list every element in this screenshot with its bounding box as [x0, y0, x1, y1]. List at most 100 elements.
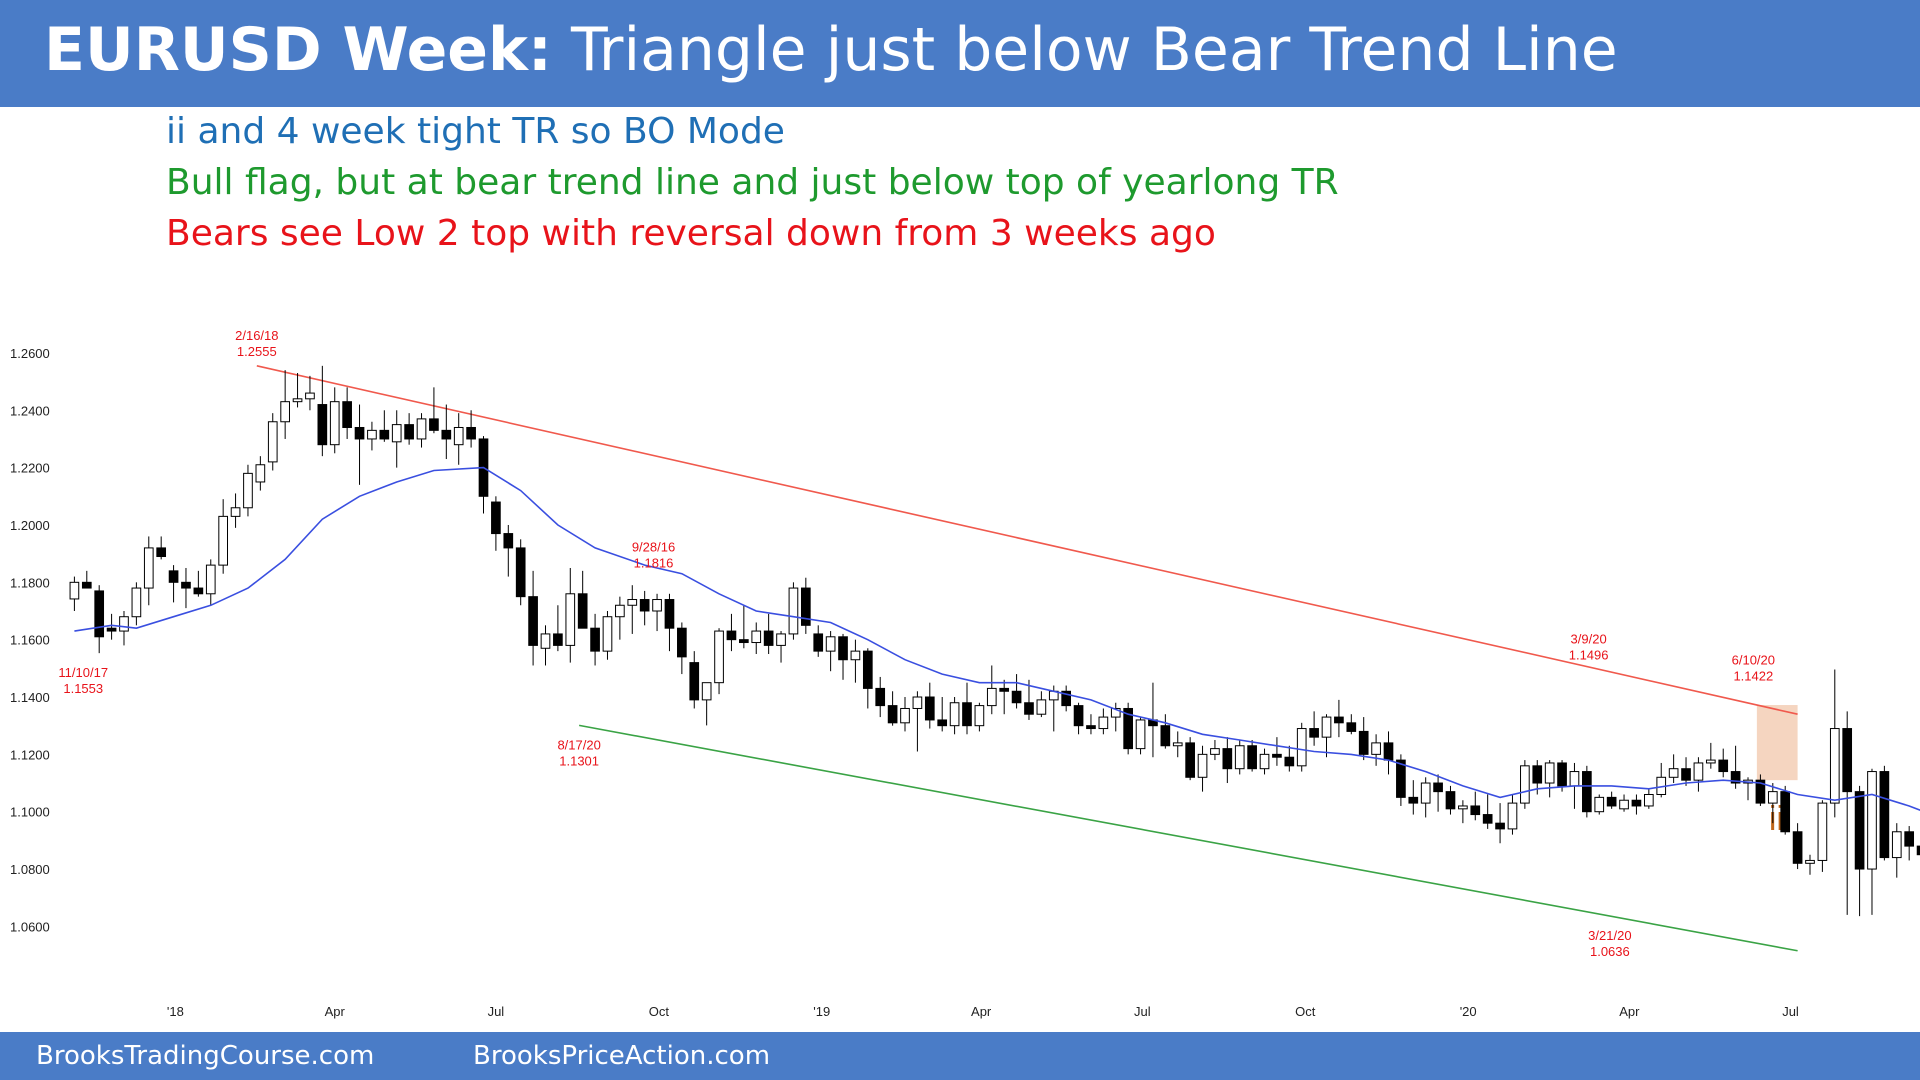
- y-tick-label: 1.1000: [10, 805, 50, 820]
- candle-body: [1867, 771, 1877, 870]
- footer-link-brooks-trading-course[interactable]: BrooksTradingCourse.com: [36, 1041, 375, 1071]
- candle-body: [590, 627, 600, 652]
- x-tick-label: Apr: [325, 1004, 346, 1019]
- candle-body: [1904, 831, 1915, 847]
- candle-body: [1185, 742, 1195, 778]
- candle-body: [577, 593, 588, 629]
- candle-body: [1879, 771, 1890, 859]
- candle-body: [1891, 831, 1902, 859]
- candle-body: [280, 401, 290, 423]
- bull-channel-line: [578, 724, 1798, 952]
- candle-body: [1842, 728, 1853, 793]
- candle-body: [1247, 745, 1257, 770]
- annotation-label: 6/10/20: [1732, 653, 1775, 668]
- candle-body: [1259, 753, 1270, 770]
- ii-highlight-box: [1756, 705, 1798, 781]
- bear-trend-line: [256, 365, 1798, 715]
- candle-body: [677, 627, 687, 658]
- candle-body: [1780, 791, 1791, 833]
- annotation-label: 1.1816: [634, 556, 674, 571]
- candle-body: [1495, 822, 1505, 830]
- candle-body: [949, 702, 960, 727]
- candle-body: [1234, 745, 1245, 770]
- candle-body: [1643, 793, 1654, 807]
- candle-body: [1482, 814, 1493, 824]
- candle-body: [205, 564, 216, 595]
- candle-body: [1582, 771, 1592, 813]
- candle-body: [1557, 762, 1567, 787]
- candle-body: [800, 587, 811, 626]
- candle-body: [1408, 796, 1419, 804]
- candle-body: [1197, 753, 1208, 778]
- y-tick-label: 1.1200: [10, 747, 50, 762]
- candle-body: [354, 426, 365, 440]
- candle-body: [1755, 779, 1766, 804]
- annotation-label: 1.2555: [237, 344, 277, 359]
- candle-body: [1110, 707, 1121, 718]
- annotation-label: 1.1496: [1569, 647, 1609, 662]
- footer-link-brooks-price-action[interactable]: BrooksPriceAction.com: [473, 1041, 771, 1071]
- candle-body: [1817, 802, 1828, 861]
- candle-body: [81, 581, 92, 589]
- candle-body: [1767, 791, 1778, 804]
- candle-body: [1532, 765, 1543, 784]
- candle-body: [1346, 722, 1357, 732]
- candle-body: [1371, 742, 1381, 755]
- candle-body: [1123, 707, 1133, 750]
- candle-body: [342, 401, 352, 428]
- candle-body: [1210, 748, 1220, 755]
- x-tick-label: '20: [1460, 1004, 1477, 1019]
- candle-body: [726, 630, 737, 641]
- candle-body: [1172, 742, 1183, 747]
- note-bo-mode: ii and 4 week tight TR so BO Mode: [166, 111, 785, 152]
- candle-body: [540, 633, 551, 649]
- candle-body: [1296, 728, 1307, 767]
- candle-body: [1693, 762, 1704, 781]
- note-bull-flag: Bull flag, but at bear trend line and ju…: [166, 162, 1339, 203]
- candle-body: [652, 599, 662, 612]
- annotation-label: 1.1553: [63, 681, 103, 696]
- candle-body: [1730, 771, 1741, 784]
- y-tick-label: 1.2200: [10, 461, 50, 476]
- candle-body: [491, 501, 501, 535]
- candle-body: [1098, 716, 1109, 730]
- candle-body: [168, 570, 179, 583]
- candle-body: [887, 705, 898, 724]
- candle-body: [1569, 771, 1580, 787]
- candle-body: [1222, 748, 1233, 770]
- candle-body: [788, 587, 799, 635]
- candle-body: [838, 636, 848, 661]
- candle-body: [701, 682, 712, 701]
- candle-body: [999, 687, 1010, 692]
- candle-body: [1160, 725, 1171, 747]
- candle-body: [106, 627, 117, 632]
- candle-body: [1036, 699, 1047, 715]
- candle-body: [615, 604, 625, 618]
- candle-body: [1829, 728, 1840, 804]
- candle-body: [664, 599, 675, 629]
- candle-body: [1396, 759, 1406, 798]
- candle-body: [1073, 705, 1084, 727]
- candle-body: [1718, 759, 1729, 773]
- annotation-label: 1.0636: [1590, 944, 1630, 959]
- candle-body: [267, 421, 278, 463]
- candle-body: [1594, 796, 1605, 813]
- y-tick-label: 1.1800: [10, 575, 50, 590]
- candle-body: [1520, 765, 1530, 804]
- candle-body: [243, 472, 253, 509]
- candle-body: [1631, 799, 1642, 807]
- candle-body: [143, 547, 154, 589]
- candle-body: [1061, 690, 1072, 707]
- candle-body: [1358, 730, 1369, 755]
- title-banner: EURUSD Week: Triangle just below Bear Tr…: [0, 0, 1920, 107]
- candle-body: [937, 719, 948, 727]
- candle-body: [503, 533, 514, 549]
- candle-body: [639, 599, 650, 612]
- candle-body: [751, 630, 762, 644]
- candle-body: [1086, 725, 1096, 730]
- candle-body: [1792, 831, 1803, 864]
- x-tick-label: '19: [813, 1004, 830, 1019]
- y-tick-label: 1.2000: [10, 518, 50, 533]
- candle-body: [1024, 702, 1034, 715]
